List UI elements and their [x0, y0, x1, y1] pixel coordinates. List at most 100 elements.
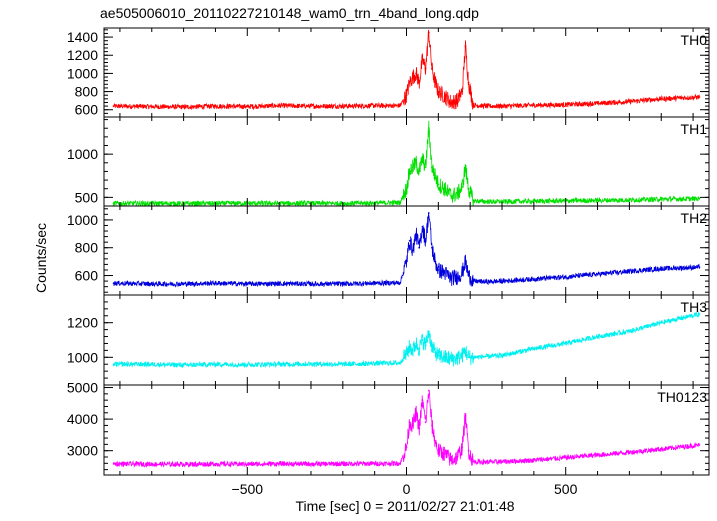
data-point-th0123 [246, 463, 249, 465]
data-point-th0 [373, 104, 376, 107]
data-point-th0123 [427, 389, 430, 392]
data-point-th3 [427, 330, 430, 333]
data-point-th0123 [596, 454, 599, 456]
panel-th0: 600 800 1000 1200 1400 TH0 [67, 27, 710, 118]
data-point-th0 [472, 104, 475, 107]
data-point-th0123 [628, 451, 631, 454]
data-point-th0123 [310, 463, 312, 465]
data-point-th0 [412, 76, 414, 78]
data-point-th2 [472, 280, 475, 282]
data-point-th0123 [564, 456, 567, 459]
data-point-th0 [461, 90, 464, 93]
data-point-th0123 [533, 459, 535, 462]
panel-th1: 500 1000 TH1 [67, 116, 710, 207]
data-point-th0 [112, 105, 115, 107]
chart-title: ae505006010_20110227210148_wam0_trn_4ban… [100, 5, 479, 21]
panel-label: TH3 [681, 299, 708, 315]
data-point-th1 [112, 202, 115, 205]
y-tick-label: 800 [75, 240, 99, 256]
data-point-th0 [431, 68, 433, 70]
chart-panels: 600 800 1000 1200 1400 TH0 500 1000 TH1 600 800 100… [67, 27, 710, 497]
data-point-th2 [596, 273, 599, 275]
panel-th0123: 3000 4000 5000 TH0123 [67, 380, 710, 476]
panel-label: TH1 [681, 121, 708, 137]
data-point-th0 [660, 97, 663, 100]
data-point-th0123 [485, 461, 487, 463]
data-point-th0123 [421, 399, 424, 402]
data-point-th3 [437, 354, 440, 357]
data-point-th2 [182, 283, 185, 285]
data-point-th1 [421, 157, 424, 160]
data-point-th2 [408, 239, 411, 242]
data-point-th3 [596, 335, 599, 338]
data-point-th0 [437, 90, 440, 93]
data-point-th0123 [501, 460, 503, 463]
data-point-th0 [485, 105, 487, 107]
data-point-th3 [660, 321, 663, 324]
data-point-th2 [112, 282, 115, 285]
data-point-th3 [412, 349, 414, 352]
data-point-th2 [405, 260, 408, 263]
panel-frame [103, 294, 710, 386]
data-point-th3 [214, 363, 217, 366]
data-point-th0 [310, 105, 312, 107]
data-point-th0 [399, 104, 401, 107]
series-line-th3 [113, 311, 700, 369]
panel-label: TH0 [681, 32, 708, 48]
data-point-th0 [341, 105, 344, 107]
data-point-th1 [434, 174, 437, 177]
data-point-th2 [564, 276, 567, 278]
data-point-th3 [464, 349, 467, 352]
data-point-th0 [418, 81, 421, 84]
data-point-th2 [278, 282, 280, 285]
data-point-th0 [467, 81, 470, 84]
data-point-th0123 [456, 456, 459, 458]
data-point-th3 [408, 346, 411, 348]
data-point-th1 [443, 187, 446, 190]
y-tick-label: 5000 [67, 380, 98, 396]
data-point-th0 [405, 94, 408, 97]
data-point-th2 [461, 271, 464, 274]
y-tick-label: 4000 [67, 411, 98, 427]
data-point-th2 [628, 270, 631, 273]
data-point-th0 [415, 72, 417, 75]
data-point-th0123 [415, 411, 417, 414]
data-point-th1 [472, 199, 475, 202]
data-point-th3 [112, 363, 115, 366]
panel-frame [103, 384, 710, 476]
data-point-th0123 [660, 448, 663, 450]
data-point-th1 [412, 166, 414, 169]
data-point-th0 [456, 99, 459, 102]
y-tick-label: 1000 [67, 212, 98, 228]
data-point-th1 [405, 187, 408, 190]
data-point-th1 [408, 170, 411, 173]
panel-frame [103, 27, 710, 118]
data-point-th0 [408, 81, 411, 84]
data-point-th2 [464, 260, 467, 263]
panel-label: TH0123 [657, 389, 707, 405]
data-point-th2 [437, 269, 440, 271]
data-point-th2 [418, 246, 421, 249]
panel-th2: 600 800 1000 TH2 [67, 205, 710, 296]
data-point-th2 [310, 283, 312, 285]
series-line-th0 [113, 29, 700, 111]
data-point-th3 [450, 358, 452, 360]
data-point-th0123 [112, 463, 115, 465]
data-point-th0123 [341, 462, 344, 465]
data-point-th0123 [450, 459, 452, 462]
data-point-th2 [412, 249, 414, 252]
data-point-th3 [278, 363, 280, 366]
data-point-th1 [450, 194, 452, 197]
data-point-th3 [310, 363, 312, 365]
data-point-th3 [443, 356, 446, 359]
data-point-th0123 [150, 463, 153, 465]
data-point-th3 [628, 330, 631, 333]
data-point-th2 [415, 232, 417, 235]
panel-frame [103, 205, 710, 296]
data-point-th0123 [278, 462, 280, 465]
data-point-th2 [150, 283, 153, 285]
data-point-th1 [427, 127, 430, 130]
data-point-th0123 [408, 421, 411, 424]
y-tick-label: 1000 [67, 65, 98, 81]
x-axis-title: Time [sec] 0 = 2011/02/27 21:01:48 [295, 498, 514, 514]
